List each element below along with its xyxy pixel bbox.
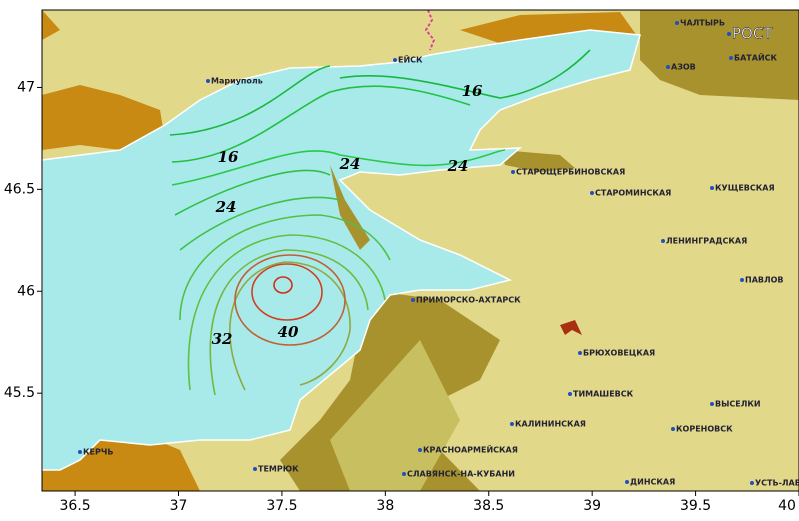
place-label: Мариуполь xyxy=(211,77,263,86)
x-tick-label: 39.5 xyxy=(680,498,711,514)
contour-label: 24 xyxy=(215,198,237,216)
contours xyxy=(169,49,591,396)
place-dot xyxy=(402,472,406,476)
place-label: ЛЕНИНГРАДСКАЯ xyxy=(666,237,747,246)
place-label: ТЕМРЮК xyxy=(258,465,299,474)
place-dot xyxy=(727,32,731,36)
border xyxy=(424,10,436,51)
x-tick-label: 40 xyxy=(778,498,796,514)
place-label: КУЩЕВСКАЯ xyxy=(715,184,775,193)
place-label: ЕЙСК xyxy=(398,54,423,65)
place-dot xyxy=(578,351,582,355)
x-tick-label: 37 xyxy=(170,498,188,514)
contour-label: 40 xyxy=(278,323,299,341)
place-dot xyxy=(78,450,82,454)
contour-label: 16 xyxy=(218,148,239,166)
place-dot xyxy=(253,467,257,471)
place-label: БРЮХОВЕЦКАЯ xyxy=(583,349,655,358)
place-dot xyxy=(675,21,679,25)
x-tick-label: 39 xyxy=(583,498,601,514)
x-tick-label: 38.5 xyxy=(473,498,504,514)
place-label: УСТЬ-ЛАБ xyxy=(755,479,799,488)
place-dot xyxy=(393,58,397,62)
x-tick-label: 38 xyxy=(376,498,394,514)
place-dot xyxy=(666,65,670,69)
contour-line xyxy=(273,276,293,294)
land-lowland xyxy=(640,10,799,100)
contour-label: 16 xyxy=(462,82,483,100)
contour-line xyxy=(229,261,351,391)
spit xyxy=(330,165,370,250)
contour-label: 32 xyxy=(212,330,233,348)
y-tick-label: 45.5 xyxy=(4,385,35,401)
y-tick-label: 46.5 xyxy=(4,181,35,197)
place-label: ЧАЛТЫРЬ xyxy=(680,19,725,28)
place-label: АЗОВ xyxy=(671,63,696,72)
contour-line xyxy=(187,234,386,391)
land-highlands xyxy=(42,10,165,150)
place-dot xyxy=(750,481,754,485)
place-dot xyxy=(411,298,415,302)
labels: Мариуполь ЕЙСК ЧАЛТЫРЬ РОСТ АЗОВ БАТАЙСК СТАРО… xyxy=(78,19,799,488)
place-dot xyxy=(740,278,744,282)
place-dot xyxy=(511,170,515,174)
sea xyxy=(42,29,641,471)
land-plain xyxy=(330,340,460,491)
contour-line xyxy=(171,85,471,163)
x-tick-label: 36.5 xyxy=(60,498,91,514)
place-label: КЕРЧЬ xyxy=(83,448,113,457)
place-dot xyxy=(590,191,594,195)
place-label: СТАРОЩЕРБИНОВСКАЯ xyxy=(516,168,625,177)
place-dot xyxy=(206,79,210,83)
place-label: ТИМАШЕВСК xyxy=(573,390,634,399)
place-dot xyxy=(710,186,714,190)
place-dot xyxy=(510,422,514,426)
place-dot xyxy=(671,427,675,431)
place-label: ДИНСКАЯ xyxy=(630,478,675,487)
contour-label: 24 xyxy=(339,155,361,173)
place-label: СЛАВЯНСК-НА-КУБАНИ xyxy=(407,470,515,479)
place-label: РОСТ xyxy=(732,25,773,43)
contour-line xyxy=(179,214,391,321)
y-tick-label: 47 xyxy=(17,79,35,95)
contour-line xyxy=(209,249,369,396)
place-dot xyxy=(710,402,714,406)
place-label: ВЫСЕЛКИ xyxy=(715,400,761,409)
place-label: КОРЕНОВСК xyxy=(676,425,733,434)
frame xyxy=(41,9,799,492)
contour-line xyxy=(171,149,506,186)
marker xyxy=(560,320,582,335)
place-dot xyxy=(418,448,422,452)
place-label: ПРИМОРСКО-АХТАРСК xyxy=(416,296,521,305)
contour-line xyxy=(234,254,346,346)
place-label: БАТАЙСК xyxy=(734,52,778,63)
map-area: Мариуполь ЕЙСК ЧАЛТЫРЬ РОСТ АЗОВ БАТАЙСК СТАРО… xyxy=(42,10,799,491)
contour-label: 24 xyxy=(447,157,469,175)
place-dot xyxy=(625,480,629,484)
contour-line xyxy=(174,169,331,216)
contour-line xyxy=(251,263,323,321)
x-tick-label: 37.5 xyxy=(266,498,297,514)
place-dot xyxy=(729,56,733,60)
y-tick-label: 46 xyxy=(17,283,35,299)
place-dot xyxy=(568,392,572,396)
contour-line xyxy=(169,49,591,136)
place-label: СТАРОМИНСКАЯ xyxy=(595,189,671,198)
land-lowland xyxy=(500,150,575,172)
place-label: КАЛИНИНСКАЯ xyxy=(515,420,586,429)
place-label: КРАСНОАРМЕЙСКАЯ xyxy=(423,444,518,455)
place-label: ПАВЛОВ xyxy=(745,276,784,285)
contour-line xyxy=(179,196,341,251)
place-dot xyxy=(661,239,665,243)
